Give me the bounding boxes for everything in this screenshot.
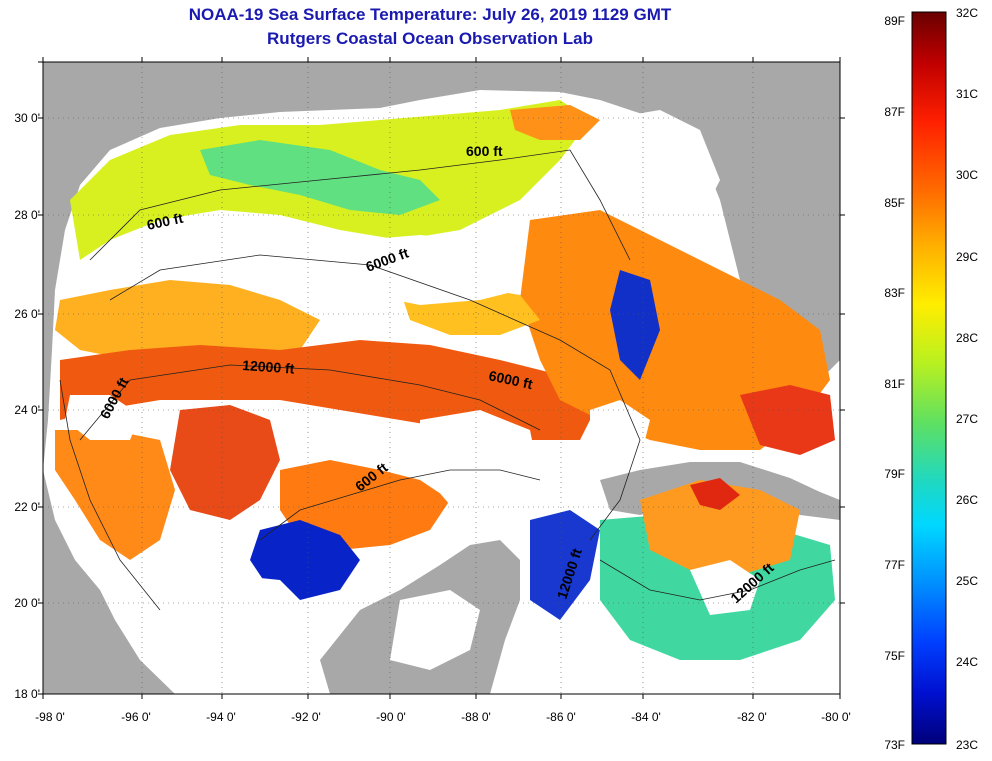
lon-label: -98 0' — [35, 710, 65, 724]
latitude-labels: 30 0' 28 0' 26 0' 24 0' 22 0' 20 0' 18 0… — [14, 111, 40, 701]
lon-label: -86 0' — [546, 710, 576, 724]
lon-label: -94 0' — [206, 710, 236, 724]
lat-label: 28 0' — [14, 208, 40, 222]
lon-label: -92 0' — [291, 710, 321, 724]
lon-label: -82 0' — [737, 710, 767, 724]
sst-patch-bay-campeche — [280, 460, 450, 550]
sst-patch-ne-orange — [510, 105, 600, 140]
colorbar-f-labels: 89F 87F 85F 83F 81F 79F 77F 75F 73F — [884, 14, 905, 752]
colorbar-ramp — [911, 11, 947, 745]
land-us-coast — [43, 62, 840, 470]
map-subtitle: Rutgers Coastal Ocean Observation Lab — [267, 29, 593, 48]
contour-label: 600 ft — [145, 210, 184, 233]
sst-patch-caribbean-orange — [640, 480, 800, 575]
colorbar-c-label: 27C — [956, 412, 978, 426]
colorbar-f-label: 87F — [884, 105, 905, 119]
contour-label: 12000 ft — [242, 357, 295, 377]
map-grid — [43, 62, 840, 694]
contour-12000ft — [79, 364, 541, 441]
colorbar: 89F 87F 85F 83F 81F 79F 77F 75F 73F 32C … — [884, 6, 978, 752]
lon-label: -80 0' — [821, 710, 851, 724]
sst-patch-west-red — [170, 405, 280, 520]
cloud-central — [350, 235, 520, 305]
colorbar-c-label: 25C — [956, 574, 978, 588]
cloud-yucatan-north — [130, 570, 300, 670]
map-frame — [38, 57, 845, 699]
cloud-central-south — [420, 410, 540, 510]
colorbar-f-label: 83F — [884, 286, 905, 300]
lon-label: -84 0' — [631, 710, 661, 724]
cloud-east-mid — [590, 400, 650, 465]
longitude-labels: -98 0' -96 0' -94 0' -92 0' -90 0' -88 0… — [35, 710, 851, 724]
sst-patch-east-red — [740, 385, 835, 455]
colorbar-c-label: 31C — [956, 87, 978, 101]
contour-6000ft — [109, 254, 641, 541]
colorbar-f-label: 81F — [884, 377, 905, 391]
cloud-cover — [65, 110, 760, 670]
lat-label: 22 0' — [14, 500, 40, 514]
lon-label: -96 0' — [121, 710, 151, 724]
colorbar-f-label: 77F — [884, 558, 905, 572]
sst-patch-east-orange — [520, 210, 830, 450]
sst-patch-yucatan-channel — [530, 510, 600, 620]
colorbar-f-label: 75F — [884, 649, 905, 663]
contour-600ft — [89, 149, 631, 261]
sst-patch-sw-orange — [55, 430, 175, 560]
map-title: NOAA-19 Sea Surface Temperature: July 26… — [188, 5, 672, 24]
sst-patch-north-green — [200, 140, 440, 215]
bathymetry-contours — [59, 149, 836, 611]
lon-label: -88 0' — [461, 710, 491, 724]
lat-label: 20 0' — [14, 596, 40, 610]
colorbar-f-label: 73F — [884, 738, 905, 752]
contour-label: 600 ft — [466, 143, 503, 159]
cloud-caribbean-white — [690, 560, 760, 615]
map-ticks — [38, 57, 845, 699]
colorbar-c-labels: 32C 31C 30C 29C 28C 27C 26C 25C 24C 23C — [956, 6, 978, 752]
contour-caribbean-12000 — [599, 559, 836, 601]
sst-patch-loop-cold — [610, 270, 660, 380]
colorbar-f-label: 89F — [884, 14, 905, 28]
colorbar-c-label: 26C — [956, 493, 978, 507]
lat-label: 30 0' — [14, 111, 40, 125]
colorbar-c-label: 32C — [956, 6, 978, 20]
colorbar-f-label: 85F — [884, 196, 905, 210]
cloud-west — [65, 395, 140, 440]
colorbar-f-label: 79F — [884, 467, 905, 481]
lat-label: 18 0' — [14, 687, 40, 701]
map-border — [42, 61, 841, 695]
colorbar-c-label: 29C — [956, 250, 978, 264]
map-area — [43, 62, 840, 694]
colorbar-c-label: 28C — [956, 331, 978, 345]
sst-patch-cuba-red — [690, 478, 740, 510]
contour-campeche-600 — [259, 469, 541, 541]
lat-label: 24 0' — [14, 403, 40, 417]
land-florida-south — [780, 62, 840, 380]
colorbar-c-label: 30C — [956, 168, 978, 182]
lon-label: -90 0' — [376, 710, 406, 724]
lat-label: 26 0' — [14, 307, 40, 321]
contour-west-600 — [59, 379, 161, 611]
cloud-yucatan-pen — [390, 590, 480, 670]
cloud-ne — [600, 110, 720, 220]
sst-patch-nw-orange — [55, 280, 320, 365]
land-mexico — [43, 470, 175, 694]
colorbar-c-label: 23C — [956, 738, 978, 752]
colorbar-c-label: 24C — [956, 655, 978, 669]
